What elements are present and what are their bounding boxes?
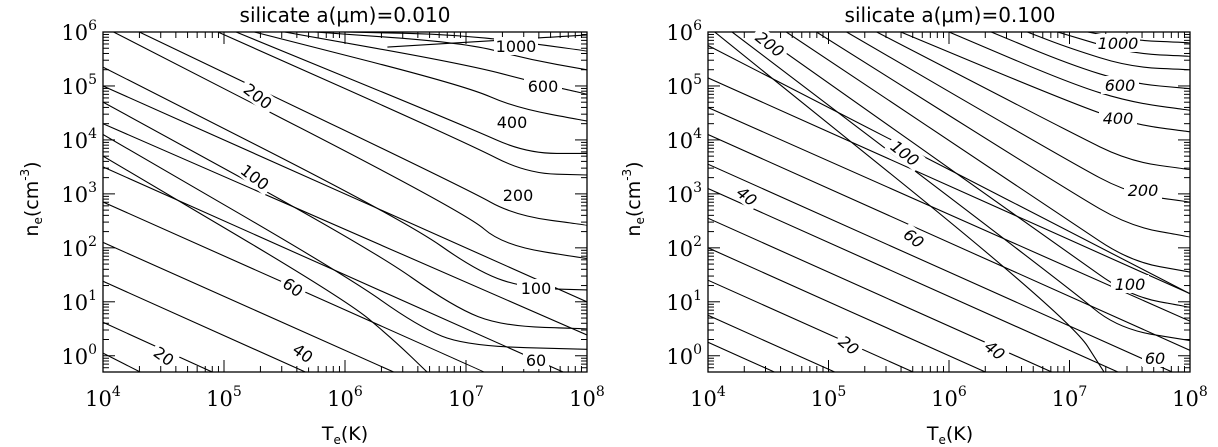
x-tick-label: 107 xyxy=(448,384,484,411)
contour-line xyxy=(876,32,1190,171)
contour-line xyxy=(254,32,587,122)
x-tick-label: 104 xyxy=(690,384,726,411)
contour-panel-right: silicate a(μm)=0.100 Te(K) ne(cm-3) 104 1… xyxy=(620,3,1208,447)
contour-label: 600 xyxy=(528,77,559,96)
contour-line xyxy=(103,66,587,291)
y-tick-label: 102 xyxy=(666,234,702,261)
contour-line xyxy=(235,32,587,154)
contour-line xyxy=(103,352,142,372)
y-tick-label: 101 xyxy=(61,288,97,315)
contour-line xyxy=(217,32,587,176)
panel-title: silicate a(μm)=0.010 xyxy=(240,3,451,27)
contour-line xyxy=(708,217,1054,372)
contour-line xyxy=(103,241,395,372)
x-axis-label: Te(K) xyxy=(926,423,973,447)
x-tick-label: 105 xyxy=(206,384,242,411)
contour-label: 200 xyxy=(1128,181,1159,200)
contour-line xyxy=(708,341,776,372)
contour-line xyxy=(103,101,587,330)
y-tick-label: 100 xyxy=(61,342,97,369)
contour-line xyxy=(708,77,1190,295)
plot-frame xyxy=(707,31,1191,373)
contour-label: 100 xyxy=(521,279,552,298)
contour-label: 1000 xyxy=(496,37,537,56)
contour-label: 100 xyxy=(1115,275,1146,294)
contour-labels: 1000 600 400 200 200 100 100 60 60 40 20 xyxy=(148,37,562,371)
contour-label: 20 xyxy=(150,343,178,370)
contour-label: 600 xyxy=(1105,76,1136,95)
tick-labels: 104 105 106 107 108 100 101 102 103 104 105 106 xyxy=(61,18,604,411)
y-tick-label: 103 xyxy=(61,180,97,207)
y-tick-label: 106 xyxy=(666,18,702,45)
contour-line xyxy=(708,106,1190,322)
contour-label: 60 xyxy=(526,351,546,370)
contour-line xyxy=(708,187,1120,372)
contour-line xyxy=(1027,32,1190,71)
contour-line xyxy=(103,280,307,372)
plot-frame xyxy=(102,31,588,373)
y-tick-label: 104 xyxy=(666,126,702,153)
contour-line xyxy=(103,123,587,336)
contour-line xyxy=(846,32,1190,203)
contour-label: 60 xyxy=(279,274,307,301)
contour-line xyxy=(103,134,587,350)
y-axis-label: ne(cm-3) xyxy=(620,161,647,236)
axis-ticks xyxy=(707,31,1190,373)
y-tick-label: 105 xyxy=(61,72,97,99)
contour-line xyxy=(708,314,836,372)
contour-label: 40 xyxy=(981,337,1009,365)
contour-line xyxy=(755,32,1190,308)
contour-label: 200 xyxy=(503,186,534,205)
y-tick-label: 100 xyxy=(666,342,702,369)
contour-line xyxy=(708,247,987,372)
y-tick-label: 104 xyxy=(61,126,97,153)
y-axis-label: ne(cm-3) xyxy=(18,161,45,236)
contour-line xyxy=(816,32,1190,238)
y-tick-label: 103 xyxy=(666,180,702,207)
contour-line xyxy=(708,45,1190,295)
contour-label: 40 xyxy=(733,183,761,211)
x-tick-label: 106 xyxy=(327,384,363,411)
y-tick-label: 105 xyxy=(666,72,702,99)
x-tick-label: 106 xyxy=(931,384,967,411)
contour-label: 400 xyxy=(1103,109,1134,128)
contour-line xyxy=(112,32,587,260)
contour-label: 60 xyxy=(900,225,928,253)
x-tick-label: 104 xyxy=(85,384,121,411)
contour-lines xyxy=(708,32,1190,372)
y-tick-label: 102 xyxy=(61,234,97,261)
contour-line xyxy=(103,85,587,303)
contour-line xyxy=(731,32,1190,342)
x-tick-label: 108 xyxy=(1172,384,1208,411)
contour-label: 20 xyxy=(835,332,863,360)
contour-line xyxy=(139,32,587,226)
contour-line xyxy=(990,32,1190,90)
contour-line xyxy=(708,133,1190,351)
x-tick-label: 105 xyxy=(811,384,847,411)
contour-line xyxy=(708,163,1174,372)
contour-line xyxy=(900,32,1190,133)
contour-line xyxy=(314,32,587,71)
contour-label: 400 xyxy=(497,113,528,132)
x-tick-label: 108 xyxy=(569,384,605,411)
contour-label: 40 xyxy=(289,340,317,367)
contour-line xyxy=(713,32,1105,372)
x-axis-label: Te(K) xyxy=(321,423,368,447)
contour-line xyxy=(785,32,1190,273)
y-tick-label: 101 xyxy=(666,288,702,315)
contour-label: 60 xyxy=(1145,349,1165,368)
contour-panel-left: silicate a(μm)=0.010 Te(K) ne(cm-3) 104 1… xyxy=(18,3,605,447)
contour-lines xyxy=(103,32,587,372)
contour-line xyxy=(708,279,915,372)
y-tick-label: 106 xyxy=(61,18,97,45)
contour-line xyxy=(948,32,1190,111)
panel-title: silicate a(μm)=0.100 xyxy=(845,3,1056,27)
x-tick-label: 107 xyxy=(1052,384,1088,411)
contour-line xyxy=(103,155,428,372)
contour-label: 1000 xyxy=(1098,34,1139,53)
contour-line xyxy=(284,32,587,95)
